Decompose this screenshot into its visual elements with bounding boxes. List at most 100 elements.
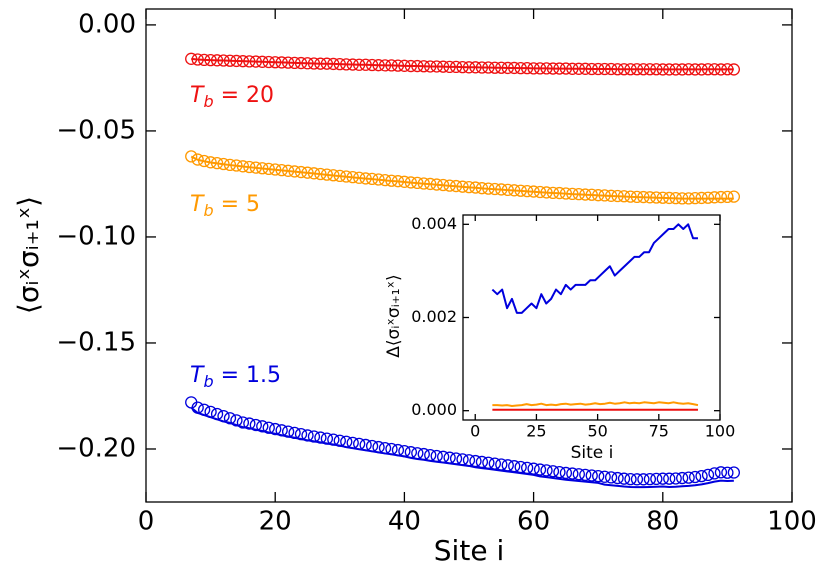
data-point — [611, 63, 624, 76]
data-point — [437, 450, 450, 463]
data-point — [682, 192, 695, 205]
data-point — [559, 466, 573, 480]
data-point — [281, 164, 295, 177]
x-tick-label: 0 — [470, 422, 480, 441]
data-point — [456, 180, 469, 193]
data-point — [320, 432, 334, 445]
data-point — [508, 184, 521, 197]
data-point — [695, 469, 708, 483]
data-point — [307, 167, 321, 180]
data-point — [546, 465, 560, 478]
data-point — [236, 416, 250, 429]
x-tick-label: 25 — [526, 422, 546, 441]
data-point — [682, 63, 695, 76]
data-point — [294, 165, 308, 179]
data-point — [340, 170, 353, 183]
data-point — [650, 191, 663, 204]
data-point — [462, 454, 476, 467]
data-point — [346, 171, 359, 184]
x-axis-label: Site i — [434, 534, 504, 567]
data-point — [630, 473, 644, 486]
data-point — [598, 470, 611, 483]
data-point — [398, 444, 411, 458]
data-point — [236, 160, 250, 173]
y-tick-label: −0.20 — [56, 433, 136, 463]
data-point — [462, 180, 476, 194]
data-point — [262, 421, 275, 434]
data-point — [495, 183, 508, 196]
data-point — [378, 59, 392, 72]
annotation: Tb = 5 — [190, 192, 260, 220]
x-tick-label: 100 — [705, 422, 736, 441]
data-point — [307, 57, 321, 70]
data-point — [721, 190, 734, 204]
data-point — [359, 438, 372, 452]
data-point — [514, 62, 527, 75]
data-point — [294, 427, 308, 441]
data-point — [430, 60, 443, 73]
data-point — [592, 189, 605, 202]
data-point — [417, 447, 430, 461]
x-tick-label: 20 — [259, 507, 292, 537]
data-point — [533, 62, 547, 75]
annotation-value: = 5 — [214, 192, 260, 217]
data-point — [708, 467, 721, 480]
data-point — [721, 63, 734, 76]
data-point — [695, 63, 708, 76]
data-point — [572, 62, 585, 75]
data-point — [424, 448, 437, 462]
data-point — [372, 59, 385, 72]
data-point — [546, 62, 560, 75]
x-tick-label: 75 — [649, 422, 669, 441]
data-point — [443, 179, 456, 192]
data-point — [624, 472, 637, 486]
data-point — [437, 178, 450, 192]
data-point — [449, 179, 463, 193]
data-point — [456, 453, 469, 466]
x-axis-label: Site i — [571, 443, 614, 463]
data-point — [197, 53, 211, 67]
series-line — [190, 155, 734, 200]
data-point — [411, 59, 424, 73]
data-point — [630, 190, 644, 204]
data-point — [630, 63, 644, 76]
data-point — [475, 182, 489, 195]
data-point — [256, 162, 269, 175]
data-point — [540, 62, 553, 75]
annotation-value: = 1.5 — [214, 363, 281, 388]
data-point — [327, 433, 340, 446]
data-point — [688, 470, 702, 484]
x-tick-label: 80 — [646, 507, 679, 537]
data-point — [566, 62, 579, 75]
data-point — [320, 168, 334, 181]
data-point — [604, 471, 618, 484]
data-point — [482, 61, 495, 74]
data-point — [727, 466, 741, 479]
data-point — [585, 188, 598, 201]
data-point — [727, 190, 741, 203]
data-point — [592, 62, 605, 76]
data-point — [391, 59, 405, 72]
data-point — [637, 473, 650, 486]
data-point — [346, 58, 359, 71]
data-point — [365, 172, 379, 185]
data-point — [650, 472, 663, 486]
data-point — [701, 63, 715, 76]
data-point — [475, 455, 489, 469]
inset-background — [463, 215, 720, 420]
data-point — [333, 434, 346, 447]
data-point — [424, 177, 437, 191]
data-point — [527, 62, 540, 75]
data-point — [398, 59, 411, 72]
data-point — [656, 191, 669, 204]
data-point — [520, 461, 534, 475]
data-point — [617, 63, 631, 76]
data-point — [708, 191, 721, 204]
data-point — [217, 54, 230, 67]
data-point — [488, 457, 501, 470]
data-point — [572, 187, 585, 201]
data-point — [404, 446, 418, 459]
y-tick-label: −0.10 — [56, 221, 136, 251]
data-point — [243, 55, 256, 68]
data-point — [695, 191, 708, 205]
